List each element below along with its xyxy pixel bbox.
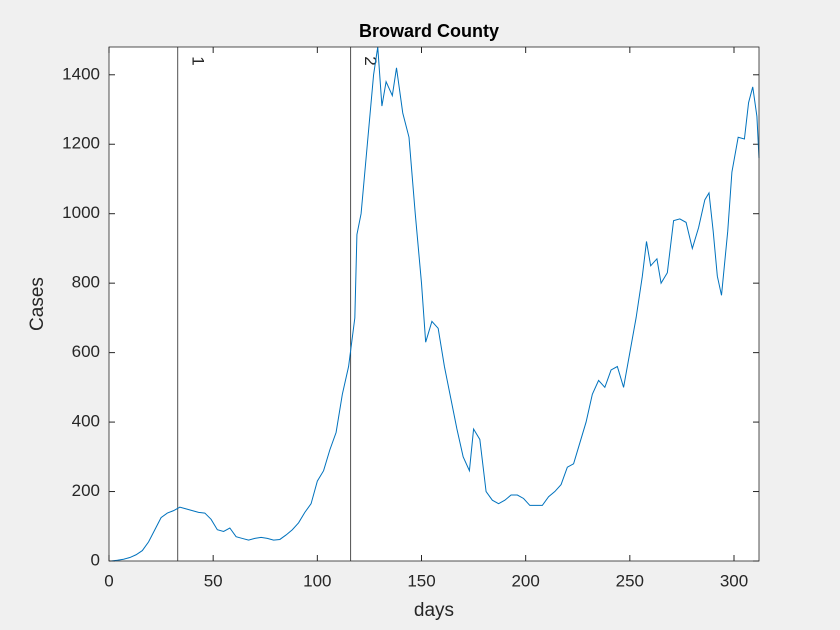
- y-tick-label: 800: [72, 273, 100, 292]
- x-tick-label: 100: [303, 571, 331, 590]
- plot-area: [109, 47, 759, 561]
- y-tick-label: 0: [91, 550, 100, 569]
- axes-box: [108, 46, 760, 562]
- x-tick-label: 300: [720, 571, 748, 590]
- event-label: 2: [361, 56, 380, 65]
- x-tick-label: 250: [616, 571, 644, 590]
- y-axis-label: Cases: [27, 277, 48, 331]
- y-tick-label: 400: [72, 412, 100, 431]
- y-tick-label: 1200: [62, 134, 100, 153]
- x-tick-label: 150: [407, 571, 435, 590]
- x-tick-label: 0: [104, 571, 113, 590]
- y-tick-label: 1400: [62, 64, 100, 83]
- x-axis-label: days: [414, 600, 454, 621]
- y-tick-label: 200: [72, 481, 100, 500]
- y-tick-label: 1000: [62, 203, 100, 222]
- event-label: 1: [188, 56, 207, 65]
- y-tick-label: 600: [72, 342, 100, 361]
- data-line: [111, 46, 760, 562]
- x-tick-label: 50: [204, 571, 223, 590]
- x-tick-label: 200: [511, 571, 539, 590]
- chart-title: Broward County: [359, 21, 499, 41]
